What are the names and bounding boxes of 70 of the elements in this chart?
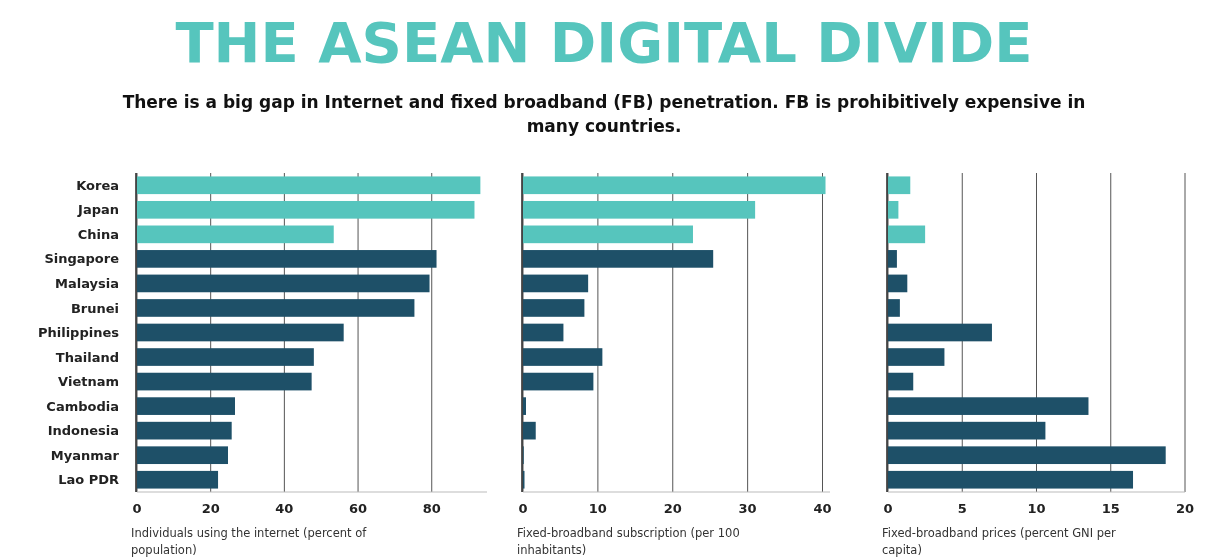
bar: [888, 274, 908, 293]
y-tick-label: Vietnam: [58, 374, 119, 390]
bar: [888, 225, 926, 244]
y-tick-label: Singapore: [44, 251, 120, 267]
x-axis-title: Fixed-broadband prices (percent GNI per capita): [882, 526, 1117, 557]
bar: [137, 274, 430, 293]
y-tick-label: Japan: [77, 202, 119, 218]
x-axis-title: Fixed-broadband subscription (per 100 inhabitants): [517, 526, 740, 557]
x-tick-label: 60: [349, 501, 368, 516]
y-tick-label: Philippines: [37, 325, 120, 341]
bar: [523, 348, 603, 366]
bar: [137, 397, 235, 415]
bar: [888, 372, 914, 391]
text: THE ASEAN DIGITAL DIVIDE: [175, 10, 1033, 75]
bar: [523, 323, 564, 342]
bar: [888, 397, 1089, 415]
bar: [523, 250, 714, 268]
bar: [523, 274, 589, 293]
y-tick-label: Malaysia: [55, 275, 119, 291]
bar: [523, 421, 536, 440]
bar: [137, 470, 219, 489]
y-tick-label: Indonesia: [47, 423, 119, 439]
bar: [137, 421, 232, 440]
text: There is a big gap in Internet and fixed broadband (FB) penetration. FB is prohibitively expensive in many countries.: [122, 92, 1086, 136]
bar: [137, 446, 228, 465]
bar: [888, 470, 1134, 489]
bar: [523, 225, 693, 244]
bar: [137, 250, 437, 268]
x-tick-label: 10: [1027, 501, 1046, 516]
bar: [137, 225, 334, 244]
bar: [137, 176, 481, 195]
bar: [523, 372, 594, 391]
x-tick-label: 0: [518, 501, 528, 516]
bar: [888, 176, 911, 195]
bar: [888, 250, 897, 268]
x-tick-label: 80: [422, 501, 441, 516]
bar: [523, 176, 826, 195]
x-tick-label: 40: [813, 501, 832, 516]
bar: [523, 200, 756, 219]
x-tick-label: 40: [275, 501, 294, 516]
x-tick-label: 10: [588, 501, 607, 516]
bar: [888, 299, 900, 317]
y-tick-label: Myanmar: [50, 447, 120, 463]
x-tick-label: 5: [957, 501, 967, 516]
bar: [137, 348, 314, 366]
y-tick-label: Lao PDR: [58, 472, 119, 488]
bar: [523, 397, 526, 415]
bar: [888, 323, 992, 342]
x-tick-label: 20: [1175, 501, 1195, 516]
bar: [523, 299, 585, 317]
bar: [137, 200, 475, 219]
x-axis-title: Individuals using the internet (percent of population): [131, 526, 368, 557]
x-tick-label: 0: [132, 501, 142, 516]
y-tick-label: Thailand: [55, 349, 119, 365]
bar: [137, 323, 344, 342]
bar: [137, 372, 312, 391]
bar: [137, 299, 415, 317]
bar: [888, 348, 945, 366]
y-tick-label: Brunei: [70, 300, 119, 316]
y-tick-label: China: [77, 226, 119, 242]
bar: [888, 421, 1046, 440]
x-tick-label: 0: [883, 501, 893, 516]
bar: [888, 200, 899, 219]
x-tick-label: 15: [1101, 501, 1120, 516]
y-tick-label: Korea: [76, 177, 119, 193]
x-tick-label: 30: [738, 501, 757, 516]
y-tick-label: Cambodia: [46, 398, 119, 414]
x-tick-label: 20: [201, 501, 220, 516]
x-tick-label: 20: [663, 501, 682, 516]
bar: [888, 446, 1166, 465]
